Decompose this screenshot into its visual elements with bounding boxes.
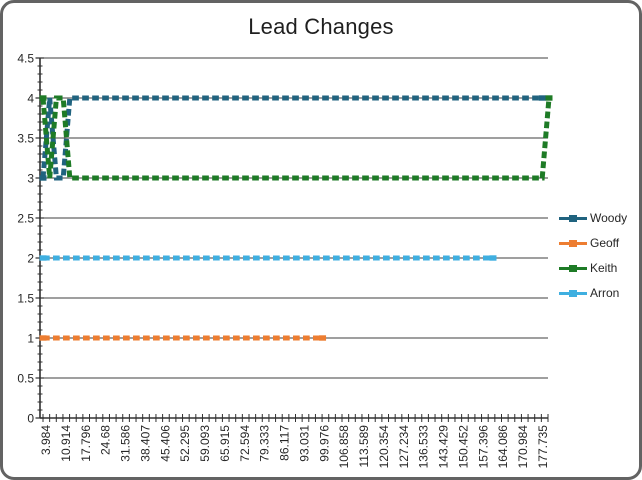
- x-tick-label: 136.533: [417, 425, 431, 469]
- x-tick-label: 143.429: [437, 425, 451, 469]
- legend-label: Arron: [590, 286, 620, 300]
- y-tick-label: 4: [27, 91, 34, 105]
- x-tick-label: 17.796: [79, 425, 93, 462]
- geoff-line-swatch-icon: [559, 239, 587, 248]
- x-tick-label: 79.333: [258, 425, 272, 462]
- y-tick-label: 3.5: [17, 131, 34, 145]
- legend-label: Keith: [590, 261, 618, 275]
- x-tick-label: 38.407: [138, 425, 152, 462]
- x-tick-label: 59.093: [198, 425, 212, 462]
- x-tick-label: 164.086: [496, 425, 510, 469]
- woody-line-swatch-icon: [559, 214, 587, 223]
- series-marker-keith: [545, 95, 553, 101]
- y-tick-label: 0.5: [17, 371, 34, 385]
- x-tick-label: 150.452: [456, 425, 470, 469]
- x-tick-label: 3.984: [39, 425, 53, 455]
- x-tick-label: 157.396: [476, 425, 490, 469]
- y-tick-label: 4.5: [17, 51, 34, 65]
- chart-title: Lead Changes: [248, 14, 394, 39]
- series-marker-woody: [39, 175, 47, 181]
- x-tick-label: 106.858: [337, 425, 351, 469]
- x-tick-label: 65.915: [218, 425, 232, 462]
- legend-item-arron: Arron: [559, 285, 627, 302]
- x-tick-label: 177.735: [536, 425, 550, 469]
- x-tick-label: 52.295: [178, 425, 192, 462]
- legend-item-keith: Keith: [559, 260, 627, 277]
- x-tick-label: 72.594: [238, 425, 252, 462]
- x-tick-label: 99.976: [317, 425, 331, 462]
- legend-label: Geoff: [590, 236, 620, 250]
- x-tick-label: 45.406: [158, 425, 172, 462]
- chart-legend: Woody Geoff Keith Arron: [559, 210, 627, 302]
- series-marker-arron: [489, 255, 497, 261]
- x-tick-label: 10.914: [59, 425, 73, 462]
- x-tick-label: 24.68: [99, 425, 113, 455]
- y-tick-label: 0: [27, 411, 34, 425]
- legend-label: Woody: [590, 211, 628, 225]
- keith-line-swatch-icon: [559, 264, 587, 273]
- x-tick-label: 170.984: [516, 425, 530, 469]
- y-tick-label: 3: [27, 171, 34, 185]
- y-tick-label: 1: [27, 331, 34, 345]
- series-line-keith: [40, 95, 552, 181]
- x-tick-label: 120.354: [377, 425, 391, 469]
- x-tick-label: 86.117: [278, 425, 292, 461]
- chart-plot-area: 0 0.5 1 1.5 2 2.5 3 3.5 4 4.5 3.984 10.914 17.796 24.…: [17, 51, 553, 469]
- y-tick-label: 1.5: [17, 291, 34, 305]
- series-marker-geoff: [39, 335, 47, 341]
- series-marker-geoff: [319, 335, 327, 341]
- arron-line-swatch-icon: [559, 289, 587, 298]
- x-tick-label: 127.234: [397, 425, 411, 469]
- y-tick-label: 2: [27, 251, 34, 265]
- series-marker-woody: [538, 95, 546, 101]
- y-tick-label: 2.5: [17, 211, 34, 225]
- series-marker-arron: [39, 255, 47, 261]
- x-tick-label: 31.586: [119, 425, 133, 462]
- legend-item-woody: Woody: [559, 210, 627, 227]
- series-line-woody: [40, 95, 543, 181]
- legend-item-geoff: Geoff: [559, 235, 627, 252]
- x-tick-label: 93.031: [297, 425, 311, 462]
- series-marker-keith: [39, 95, 47, 101]
- x-tick-label: 113.589: [357, 425, 371, 468]
